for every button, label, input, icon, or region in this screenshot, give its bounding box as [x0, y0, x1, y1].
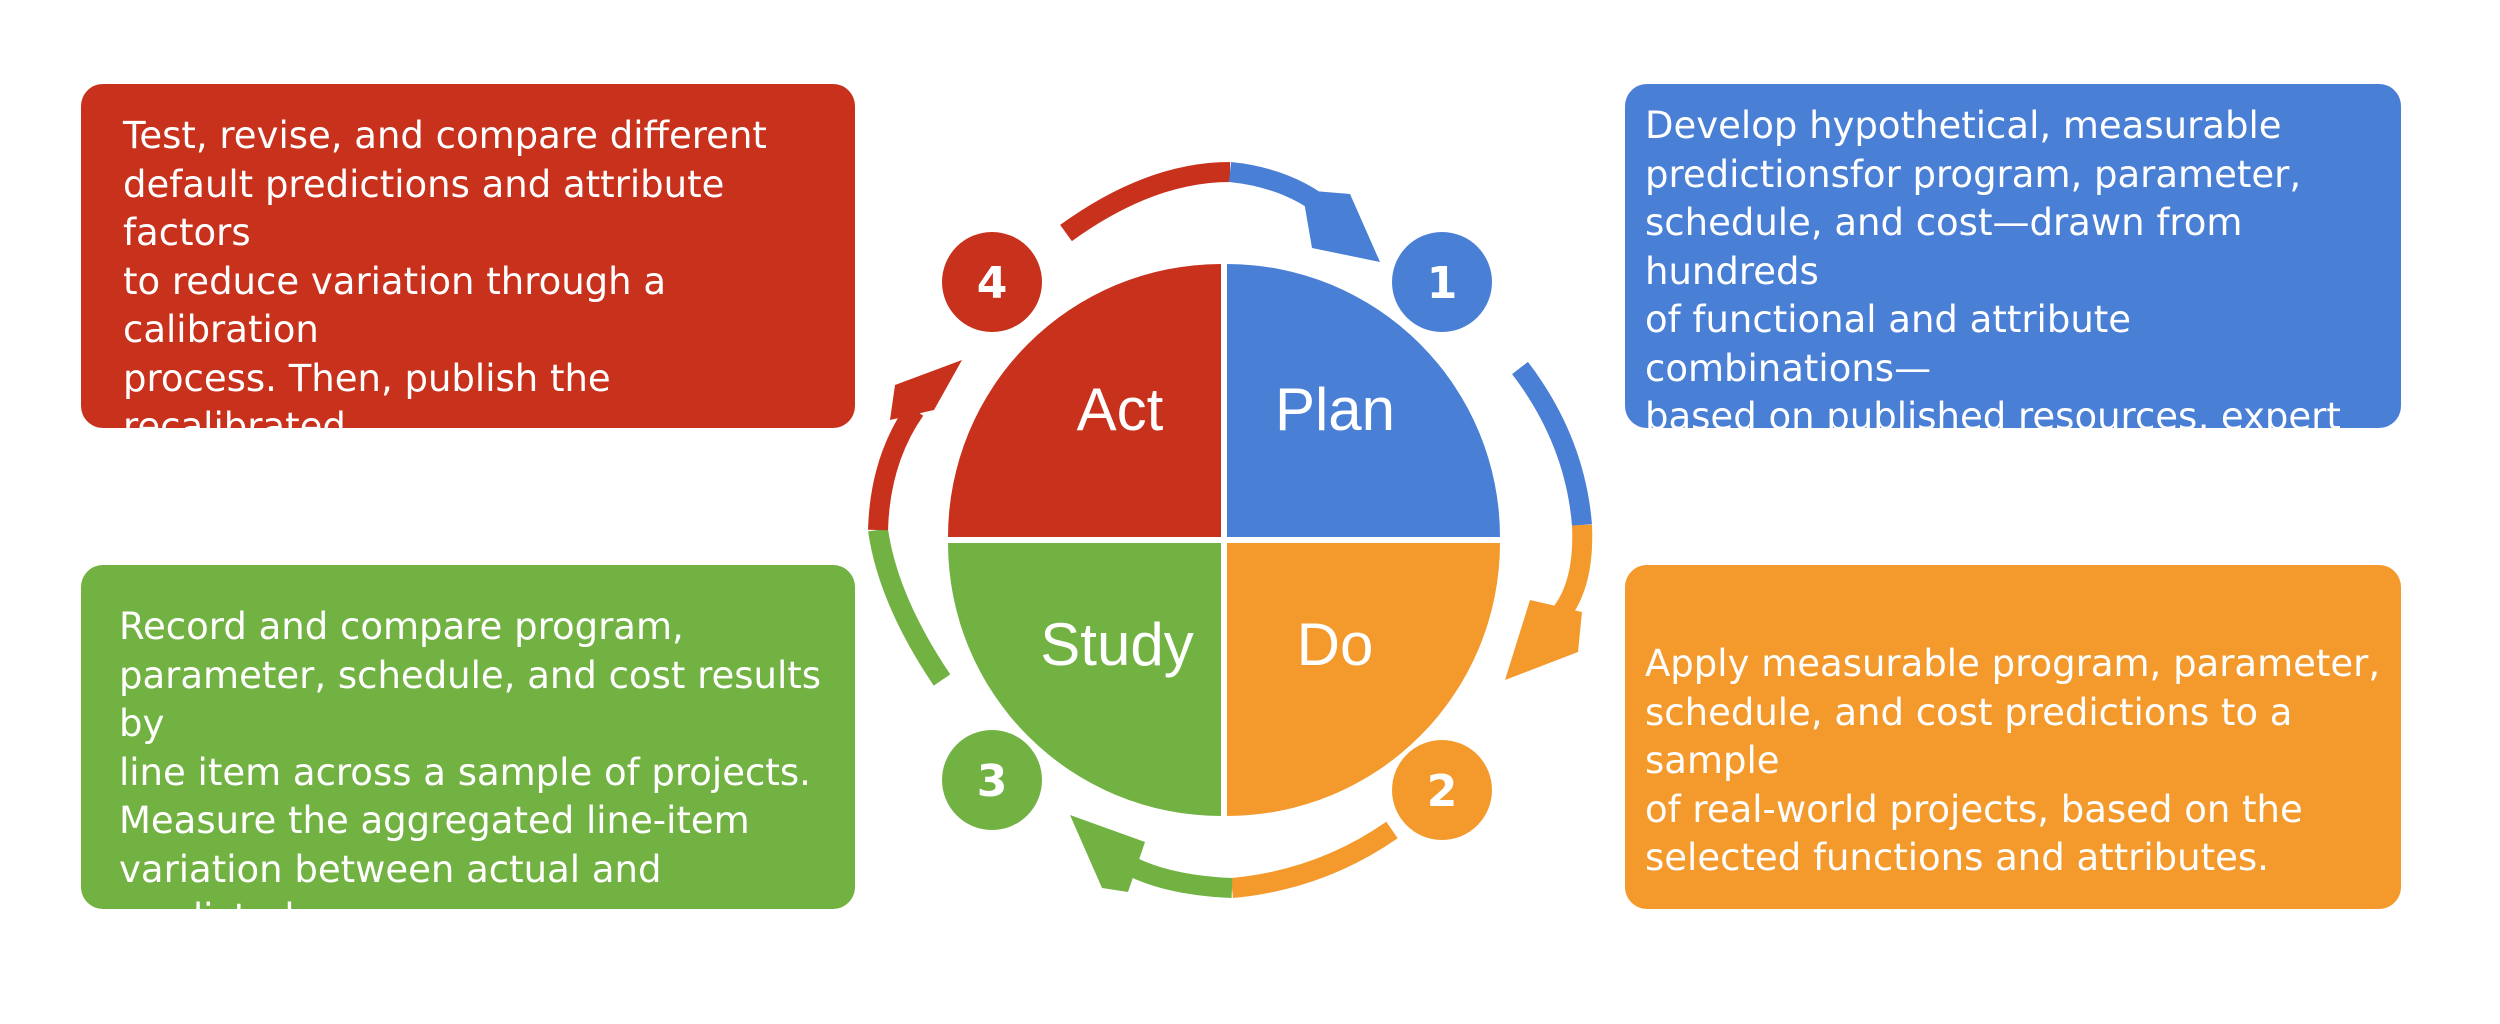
do-description-box: Apply measurable program, parameter, sch… [1625, 565, 2401, 909]
study-description-box: Record and compare program, parameter, s… [81, 565, 855, 988]
act-label: Act [1077, 376, 1164, 443]
plan-label: Plan [1275, 376, 1395, 443]
arrow-study-to-act [868, 360, 962, 686]
study-label: Study [1040, 611, 1193, 678]
step-4-number: 4 [977, 258, 1008, 309]
step-4-badge: 4 [942, 232, 1042, 332]
step-1-number: 1 [1427, 258, 1458, 309]
arrow-act-to-plan [1060, 162, 1380, 262]
step-3-badge: 3 [942, 730, 1042, 830]
step-3-number: 3 [977, 756, 1008, 807]
act-quadrant [948, 264, 1221, 537]
do-quadrant [1227, 543, 1500, 816]
do-label: Do [1297, 611, 1374, 678]
step-2-badge: 2 [1392, 740, 1492, 840]
arrow-do-to-study [1070, 815, 1398, 898]
step-1-badge: 1 [1392, 232, 1492, 332]
act-description-box: Test, revise, and compare different defa… [81, 84, 855, 545]
plan-description-box: Develop hypothetical, measurable predict… [1625, 84, 2401, 535]
plan-quadrant [1227, 264, 1500, 537]
study-quadrant [948, 543, 1221, 816]
step-2-number: 2 [1427, 766, 1458, 817]
arrow-plan-to-do [1505, 361, 1593, 680]
